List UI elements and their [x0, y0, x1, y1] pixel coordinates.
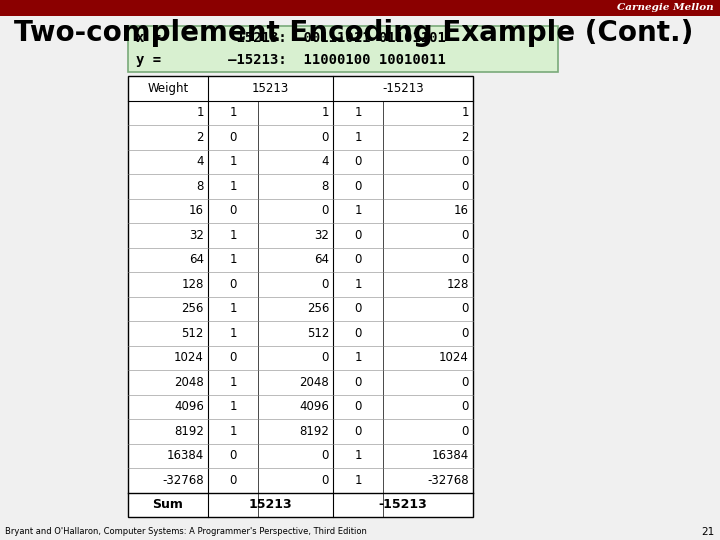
Text: 0: 0 [354, 253, 361, 266]
Text: 1: 1 [354, 474, 361, 487]
Text: 0: 0 [229, 351, 237, 364]
Text: 0: 0 [354, 327, 361, 340]
Text: 8: 8 [197, 180, 204, 193]
Text: 1: 1 [229, 302, 237, 315]
Text: 256: 256 [307, 302, 329, 315]
Text: Sum: Sum [153, 498, 184, 511]
Text: 16384: 16384 [432, 449, 469, 462]
Text: 256: 256 [181, 302, 204, 315]
Text: Weight: Weight [148, 82, 189, 94]
Text: Carnegie Mellon: Carnegie Mellon [617, 3, 714, 12]
Text: 0: 0 [354, 425, 361, 438]
Text: 1: 1 [462, 106, 469, 119]
Text: 1: 1 [229, 327, 237, 340]
Text: 1: 1 [229, 229, 237, 242]
Bar [0, 0, 720, 16]
Text: 1: 1 [229, 106, 237, 119]
Text: 0: 0 [462, 229, 469, 242]
Text: 0: 0 [354, 229, 361, 242]
Text: 0: 0 [229, 131, 237, 144]
Text: 1: 1 [322, 106, 329, 119]
Text: 21: 21 [701, 527, 714, 537]
Text: 16384: 16384 [167, 449, 204, 462]
Text: y =        –15213:  11000100 10010011: y = –15213: 11000100 10010011 [136, 53, 446, 67]
Text: 1024: 1024 [174, 351, 204, 364]
Text: 4: 4 [197, 156, 204, 168]
Text: 15213: 15213 [252, 82, 289, 94]
Text: 8192: 8192 [299, 425, 329, 438]
Text: 1: 1 [229, 156, 237, 168]
Text: 0: 0 [322, 131, 329, 144]
Text: 1: 1 [229, 400, 237, 413]
Text: 1: 1 [354, 351, 361, 364]
Text: 0: 0 [354, 180, 361, 193]
Text: 1024: 1024 [439, 351, 469, 364]
Text: 2048: 2048 [300, 376, 329, 389]
Text: 0: 0 [462, 302, 469, 315]
Text: 32: 32 [314, 229, 329, 242]
Text: 1: 1 [354, 131, 361, 144]
Text: 512: 512 [307, 327, 329, 340]
Text: 1: 1 [229, 180, 237, 193]
Text: 2: 2 [197, 131, 204, 144]
Text: 0: 0 [229, 278, 237, 291]
Text: 0: 0 [462, 400, 469, 413]
Text: 32: 32 [189, 229, 204, 242]
Text: 1: 1 [229, 253, 237, 266]
Text: 0: 0 [354, 400, 361, 413]
Text: 1: 1 [197, 106, 204, 119]
Text: 16: 16 [189, 204, 204, 217]
Text: 2048: 2048 [174, 376, 204, 389]
Text: 0: 0 [462, 425, 469, 438]
Text: 128: 128 [181, 278, 204, 291]
Text: -32768: -32768 [163, 474, 204, 487]
Text: 0: 0 [322, 449, 329, 462]
Text: 0: 0 [462, 180, 469, 193]
Text: 0: 0 [462, 253, 469, 266]
Text: 0: 0 [229, 474, 237, 487]
Text: 4096: 4096 [174, 400, 204, 413]
Text: 0: 0 [322, 474, 329, 487]
Text: x =         15213:  00111011 01101101: x = 15213: 00111011 01101101 [136, 31, 446, 45]
Text: 1: 1 [354, 449, 361, 462]
Text: 2: 2 [462, 131, 469, 144]
Text: 0: 0 [462, 376, 469, 389]
Text: Bryant and O'Hallaron, Computer Systems: A Programmer's Perspective, Third Editi: Bryant and O'Hallaron, Computer Systems:… [5, 528, 367, 537]
FancyBboxPatch shape [128, 26, 558, 72]
Text: 1: 1 [354, 106, 361, 119]
Text: 1: 1 [354, 278, 361, 291]
Text: 0: 0 [229, 204, 237, 217]
Text: 1: 1 [229, 425, 237, 438]
Text: 0: 0 [354, 156, 361, 168]
Text: -15213: -15213 [379, 498, 428, 511]
Text: 0: 0 [322, 351, 329, 364]
Text: 64: 64 [189, 253, 204, 266]
Text: 4096: 4096 [299, 400, 329, 413]
Text: 0: 0 [354, 376, 361, 389]
Text: -32768: -32768 [428, 474, 469, 487]
Text: 64: 64 [314, 253, 329, 266]
Text: 0: 0 [322, 204, 329, 217]
Text: -15213: -15213 [382, 82, 424, 94]
Bar [128, 76, 473, 517]
Text: 0: 0 [229, 449, 237, 462]
Text: 0: 0 [462, 327, 469, 340]
Text: 0: 0 [322, 278, 329, 291]
Text: 512: 512 [181, 327, 204, 340]
Text: 4: 4 [322, 156, 329, 168]
Text: 1: 1 [229, 376, 237, 389]
Text: 0: 0 [462, 156, 469, 168]
Text: 1: 1 [354, 204, 361, 217]
Text: 0: 0 [354, 302, 361, 315]
Text: 16: 16 [454, 204, 469, 217]
Text: 8192: 8192 [174, 425, 204, 438]
Text: 15213: 15213 [248, 498, 292, 511]
Text: 8: 8 [322, 180, 329, 193]
Text: Two-complement Encoding Example (Cont.): Two-complement Encoding Example (Cont.) [14, 19, 693, 47]
Text: 128: 128 [446, 278, 469, 291]
